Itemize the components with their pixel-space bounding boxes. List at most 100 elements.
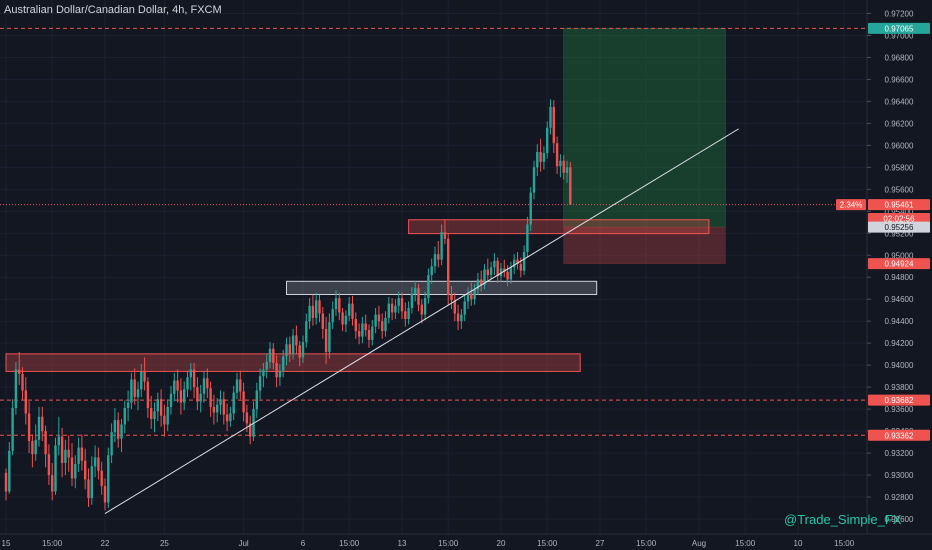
- candle-body: [113, 420, 117, 433]
- candle-body: [11, 408, 14, 451]
- price-tags-layer: 0.97065 0.95461 02:02:560.95256 0.94924 0.93…: [836, 22, 930, 441]
- candle-body: [496, 260, 499, 277]
- candle-body: [143, 371, 146, 382]
- change-tag-label: 2.34%: [840, 201, 863, 210]
- candle-body: [163, 415, 166, 425]
- candle-body: [176, 380, 179, 391]
- candle-body: [489, 267, 493, 276]
- candle-body: [27, 413, 31, 441]
- candle-body: [324, 328, 328, 352]
- candle-body: [361, 323, 364, 337]
- candle-body: [282, 356, 285, 371]
- time-tick-label: Aug: [692, 539, 706, 548]
- candle-body: [509, 267, 513, 280]
- candle-body: [120, 424, 123, 439]
- price-tag: 02:02:56: [868, 212, 930, 224]
- price-tick-label: 0.95600: [885, 185, 914, 194]
- candle-body: [202, 378, 206, 394]
- candle-body: [318, 300, 321, 314]
- time-axis[interactable]: 15 15:00 22 25 Jul 6 15:00 13 15:00 20 15:00 27 15:0…: [2, 539, 855, 548]
- price-tag: 0.95256: [868, 221, 930, 233]
- price-tick-label: 0.94600: [885, 295, 914, 304]
- price-tick-label: 0.95000: [885, 251, 914, 260]
- candle-body: [51, 475, 54, 492]
- candle-body: [499, 268, 503, 277]
- price-tag-label: 0.93682: [885, 396, 914, 405]
- candle-body: [136, 389, 140, 398]
- candle-body: [229, 413, 232, 422]
- candle-body: [133, 379, 136, 398]
- candle-body: [529, 192, 532, 225]
- price-tag-box: [868, 258, 930, 270]
- price-tick-label: 0.96400: [885, 97, 914, 106]
- price-tag: 0.93362: [868, 429, 930, 441]
- candle-body: [532, 167, 536, 193]
- candle-body: [390, 303, 394, 313]
- trendline-layer[interactable]: [104, 128, 739, 514]
- candle-body: [44, 431, 47, 455]
- price-tag-label: 0.93362: [885, 431, 914, 440]
- candle-body: [334, 298, 338, 310]
- support-zone: [286, 280, 598, 295]
- candle-body: [169, 393, 173, 407]
- price-tick-label: 0.93200: [885, 449, 914, 458]
- candle-body: [212, 406, 216, 413]
- price-tag: 0.97065: [868, 22, 930, 34]
- candle-body: [285, 344, 288, 357]
- candle-body: [397, 298, 400, 306]
- candle-body: [8, 450, 11, 492]
- candle-body: [443, 232, 447, 239]
- candle-body: [74, 464, 77, 479]
- candle-body: [278, 370, 282, 378]
- candle-body: [192, 369, 196, 388]
- candle-body: [417, 288, 420, 305]
- candle-body: [357, 331, 361, 337]
- price-tick-label: 0.95800: [885, 163, 914, 172]
- candle-body: [447, 238, 450, 295]
- candle-body: [506, 271, 509, 280]
- candle-body: [562, 160, 565, 173]
- candle-body: [47, 454, 51, 476]
- price-tick-label: 0.96200: [885, 119, 914, 128]
- candle-body: [216, 404, 219, 413]
- horizontal-lines-layer: [0, 27, 867, 436]
- price-tag-label: 0.95461: [885, 201, 914, 210]
- time-tick-label: 20: [497, 539, 506, 548]
- candle-body: [291, 335, 295, 355]
- candle-body: [559, 160, 562, 167]
- candle-body: [249, 423, 252, 437]
- candle-body: [295, 335, 298, 346]
- candle-body: [476, 279, 480, 290]
- candle-body: [34, 439, 37, 455]
- candle-body: [189, 369, 192, 378]
- candle-body: [351, 303, 354, 320]
- candle-body: [473, 289, 476, 300]
- time-tick-label: 15:00: [537, 539, 558, 548]
- candle-body: [80, 447, 84, 461]
- time-tick-label: 25: [160, 539, 169, 548]
- candle-body: [209, 388, 212, 407]
- candle-body: [166, 406, 169, 425]
- candle-body: [255, 390, 258, 410]
- candle-body: [344, 315, 348, 325]
- candle-body: [420, 304, 423, 315]
- candle-body: [456, 313, 460, 322]
- candle-body: [288, 344, 291, 355]
- time-tick-label: 27: [596, 539, 605, 548]
- candle-body: [305, 321, 308, 343]
- time-tick-label: 6: [301, 539, 306, 548]
- candle-body: [546, 127, 549, 154]
- price-tag-label: 02:02:56: [883, 214, 915, 223]
- price-tick-label: 0.93600: [885, 405, 914, 414]
- candle-body: [14, 369, 18, 409]
- candle-body: [387, 303, 390, 318]
- candle-body: [341, 312, 344, 325]
- candle-body: [123, 408, 126, 425]
- candle-body: [57, 436, 60, 446]
- price-tag-box: [868, 221, 930, 233]
- time-tick-label: 15: [2, 539, 11, 548]
- trendline[interactable]: [104, 128, 739, 514]
- candle-body: [179, 390, 183, 403]
- candle-body: [97, 457, 100, 471]
